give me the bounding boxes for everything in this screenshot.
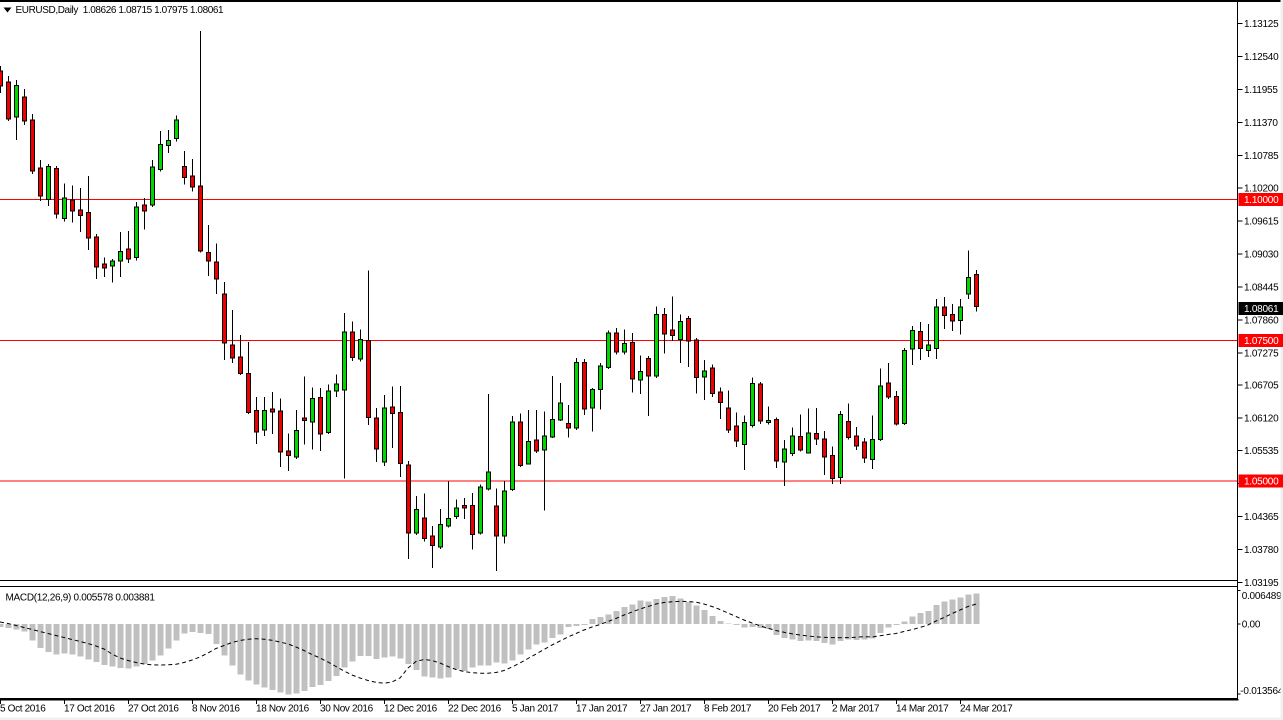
svg-text:1.07860: 1.07860 [1244,315,1279,326]
svg-text:17 Jan 2017: 17 Jan 2017 [576,703,628,714]
svg-text:1.10785: 1.10785 [1244,151,1279,162]
svg-text:1.07500: 1.07500 [1244,336,1279,347]
svg-text:17 Oct 2016: 17 Oct 2016 [64,703,115,714]
svg-text:1.12540: 1.12540 [1244,52,1279,63]
svg-text:1.06120: 1.06120 [1244,413,1279,424]
svg-text:1.08445: 1.08445 [1244,283,1279,294]
svg-text:1.05000: 1.05000 [1244,477,1279,488]
svg-text:27 Oct 2016: 27 Oct 2016 [128,703,179,714]
svg-text:24 Mar 2017: 24 Mar 2017 [960,703,1013,714]
svg-text:20 Feb 2017: 20 Feb 2017 [768,703,821,714]
svg-text:1.06705: 1.06705 [1244,380,1279,391]
svg-text:22 Dec 2016: 22 Dec 2016 [448,703,502,714]
svg-text:5 Jan 2017: 5 Jan 2017 [512,703,559,714]
svg-text:1.13125: 1.13125 [1244,19,1279,30]
svg-text:1.11370: 1.11370 [1244,118,1278,129]
svg-text:27 Jan 2017: 27 Jan 2017 [640,703,692,714]
svg-text:1.07275: 1.07275 [1244,348,1279,359]
svg-text:0.006489: 0.006489 [1242,591,1282,602]
svg-text:8 Feb 2017: 8 Feb 2017 [704,703,752,714]
svg-text:1.10200: 1.10200 [1244,184,1279,195]
svg-text:2 Mar 2017: 2 Mar 2017 [832,703,880,714]
svg-text:5 Oct 2016: 5 Oct 2016 [0,703,46,714]
svg-text:1.09615: 1.09615 [1244,217,1279,228]
svg-text:1.03780: 1.03780 [1244,545,1279,556]
svg-text:1.11955: 1.11955 [1244,85,1278,96]
svg-text:1.03195: 1.03195 [1244,578,1279,589]
svg-text:1.09030: 1.09030 [1244,250,1279,261]
svg-text:0.00: 0.00 [1242,620,1261,631]
svg-text:1.05535: 1.05535 [1244,446,1279,457]
svg-text:8 Nov 2016: 8 Nov 2016 [192,703,240,714]
svg-text:EURUSD,Daily 1.08626 1.08715: EURUSD,Daily 1.08626 1.08715 1.07975 1.0… [16,5,225,16]
svg-text:1.04365: 1.04365 [1244,512,1279,523]
svg-text:1.08061: 1.08061 [1244,304,1279,315]
svg-text:18 Nov 2016: 18 Nov 2016 [256,703,310,714]
svg-text:MACD(12,26,9) 0.005578 0.00388: MACD(12,26,9) 0.005578 0.003881 [6,593,156,604]
svg-text:1.10000: 1.10000 [1244,195,1279,206]
svg-text:-0.013564: -0.013564 [1240,686,1283,697]
svg-text:14 Mar 2017: 14 Mar 2017 [896,703,949,714]
svg-text:30 Nov 2016: 30 Nov 2016 [320,703,374,714]
svg-text:12 Dec 2016: 12 Dec 2016 [384,703,438,714]
